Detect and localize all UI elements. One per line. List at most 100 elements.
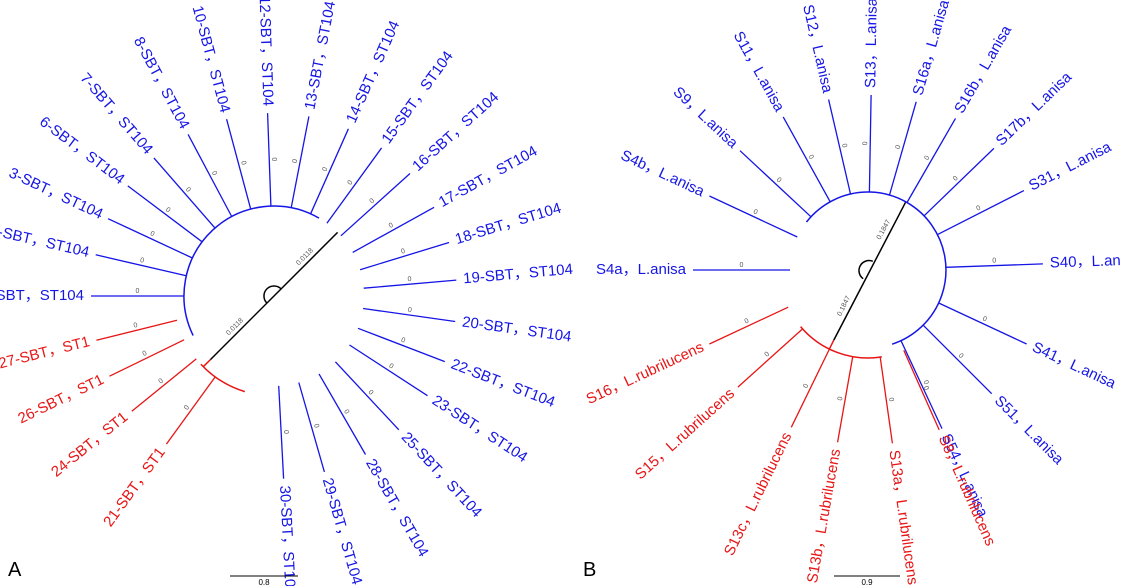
- branch-length-label: 0: [184, 186, 192, 194]
- leaf-label: 1-SBT，ST104: [0, 287, 84, 304]
- branch-length-label: 0: [840, 143, 848, 148]
- branch-length-label: 0: [157, 377, 165, 385]
- leaf-label: S13a，L.rubrilucens: [885, 449, 921, 586]
- leaf-branch: [827, 99, 852, 195]
- leaf-label: S13c，L.rubrilucens: [721, 430, 795, 559]
- leaf-label: 23-SBT，ST104: [429, 392, 531, 466]
- leaf-branch: [310, 128, 349, 215]
- branch-length-label: 0: [133, 322, 139, 330]
- leaf-label: S11，L.anisa: [730, 29, 788, 116]
- branch-length-label: 0: [895, 144, 903, 150]
- panel-a-tree: 0.01180.011801-SBT，ST10402-SBT，ST10403-S…: [0, 0, 574, 586]
- leaf-label: S16b，L.anisa: [951, 22, 1015, 116]
- branch-length-label: 0: [775, 177, 783, 185]
- leaf-branch: [709, 306, 789, 345]
- panel-letter: B: [583, 559, 596, 581]
- branch-length-label: 0: [139, 257, 144, 265]
- leaf-label: S31，L.anisa: [1026, 138, 1115, 194]
- leaf-label: 20-SBT，ST104: [461, 313, 572, 345]
- leaf-branch: [326, 147, 383, 224]
- leaf-label: S16，L.rubrilucens: [584, 339, 707, 408]
- leaf-label: 14-SBT，ST104: [343, 18, 403, 125]
- leaf-branch: [95, 254, 187, 277]
- branch-length-label: 0: [321, 166, 329, 173]
- branch-length-label: 0: [270, 157, 277, 161]
- leaf-label: S13，L.anisa: [862, 0, 881, 88]
- leaf-label: S40，L.anisa: [1050, 251, 1121, 271]
- leaf-branch: [318, 373, 367, 455]
- branch-length-label: 0: [922, 379, 930, 386]
- leaf-branch: [937, 190, 1025, 236]
- branch-length-label: 0: [136, 288, 140, 295]
- leaf-branch: [737, 328, 804, 388]
- leaf-label: 21-SBT，ST1: [100, 444, 169, 530]
- leaf-branch: [153, 157, 216, 229]
- branch-length-label: 0: [164, 206, 171, 214]
- leaf-branch: [790, 348, 830, 428]
- leaf-branch: [938, 302, 1027, 345]
- leaf-branch: [290, 116, 310, 208]
- branch-length-label: 0: [149, 230, 156, 238]
- leaf-branch: [900, 340, 943, 429]
- leaf-branch: [349, 344, 428, 397]
- leaf-label: S9，L.anisa: [670, 84, 742, 153]
- leaf-branch: [109, 339, 185, 377]
- root-branch: [209, 231, 339, 361]
- branch-length-label: 0: [992, 258, 996, 265]
- clade-arc-red: [800, 326, 882, 359]
- leaf-label: S12，L.anisa: [799, 3, 836, 95]
- root-node: [263, 285, 282, 304]
- leaf-label: 27-SBT，ST1: [0, 333, 92, 372]
- branch-length-label: 0: [807, 154, 815, 161]
- branch-length-label: 0: [239, 160, 247, 166]
- leaf-label: S13b，L.rubrilucens: [804, 448, 844, 585]
- leaf-label: S41，L.anisa: [1030, 339, 1119, 393]
- branch-length-label: 0: [752, 208, 759, 216]
- branch-length-label: 0: [975, 205, 982, 213]
- leaf-label: S8，L.rubrilucens: [935, 433, 999, 549]
- leaf-branch: [357, 327, 446, 363]
- leaf-label: 30-SBT，ST104: [276, 485, 299, 586]
- clade-stem-red: [202, 359, 211, 368]
- branch-length-label: 0: [183, 404, 191, 411]
- branch-length-label: 0: [981, 315, 988, 323]
- leaf-branch: [187, 134, 233, 217]
- branch-length-label: 0: [407, 307, 412, 314]
- root-branch-length-label: 0.1847: [836, 295, 852, 317]
- clade-arc-blue: [183, 205, 320, 336]
- leaf-branch: [352, 206, 435, 253]
- leaf-label: 26-SBT，ST1: [15, 371, 106, 427]
- branch-length-label: 0: [740, 262, 744, 269]
- leaf-label: 6-SBT，ST104: [36, 113, 127, 188]
- branch-length-label: 0: [922, 385, 930, 392]
- leaf-branch: [165, 376, 216, 445]
- branch-length-label: 0: [952, 175, 960, 183]
- leaf-branch: [879, 357, 894, 444]
- branch-length-label: 0: [957, 352, 965, 360]
- leaf-branch: [225, 119, 252, 210]
- root-branch-length-label: 0.1847: [876, 219, 893, 241]
- branch-length-label: 0: [923, 155, 931, 162]
- leaf-branch: [906, 118, 957, 203]
- leaf-branch: [278, 385, 285, 479]
- branch-length-label: 0: [744, 317, 751, 325]
- leaf-label: 28-SBT，ST104: [362, 456, 432, 560]
- root-branch: [833, 201, 907, 341]
- branch-length-label: 0: [400, 248, 406, 256]
- leaf-label: 3-SBT，ST104: [6, 165, 105, 223]
- leaf-label: 29-SBT，ST104: [319, 476, 366, 586]
- leaf-branch: [266, 113, 272, 207]
- branch-length-label: 0: [763, 351, 771, 359]
- leaf-branch: [107, 218, 193, 259]
- leaf-branch: [298, 382, 326, 473]
- leaf-branch: [903, 350, 940, 431]
- leaf-branch: [868, 94, 872, 193]
- leaf-label: 18-SBT，ST104: [453, 200, 563, 248]
- leaf-label: S15，L.rubrilucens: [632, 385, 738, 483]
- leaf-branch: [359, 241, 450, 271]
- scale-bar-label: 0.8: [258, 578, 270, 586]
- leaf-label: 13-SBT，ST104: [301, 0, 339, 111]
- leaf-branch: [782, 116, 831, 203]
- branch-length-label: 0: [292, 158, 300, 163]
